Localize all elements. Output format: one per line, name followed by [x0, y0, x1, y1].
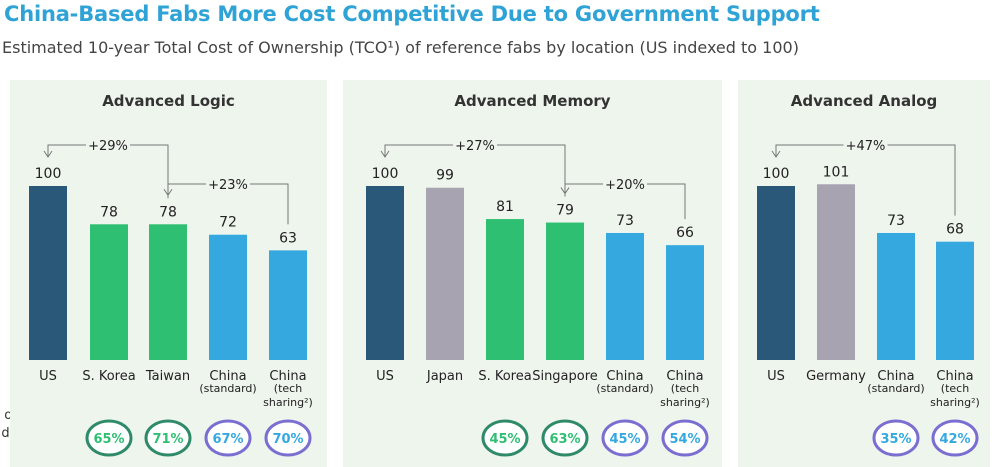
bar — [29, 186, 67, 360]
panel-title: Advanced Analog — [791, 92, 938, 110]
bar — [149, 224, 187, 360]
arrow-head-icon — [380, 150, 390, 158]
bar — [666, 245, 704, 360]
data-label: 100 — [35, 166, 62, 182]
gap-share-circle — [931, 419, 979, 457]
data-label: 78 — [159, 204, 177, 220]
data-label: 63 — [279, 230, 297, 246]
gap-share-circle — [264, 419, 312, 457]
difference-label: +47% — [846, 139, 886, 154]
gap-share-circle — [481, 419, 529, 457]
category-label: S. Korea — [82, 369, 135, 384]
data-label: 73 — [616, 213, 634, 229]
gap-share-value: 67% — [212, 432, 243, 447]
panel-title: Advanced Memory — [454, 92, 610, 110]
category-label: (standard) — [867, 382, 924, 395]
gap-share-circle — [144, 419, 192, 457]
data-label: 68 — [946, 222, 964, 238]
category-label: China — [877, 369, 914, 384]
data-label: 79 — [556, 203, 574, 219]
data-label: 78 — [100, 204, 118, 220]
gap-share-value: 65% — [93, 432, 124, 447]
gap-share-value: 45% — [489, 432, 520, 447]
category-label: China — [936, 369, 973, 384]
bar — [426, 187, 464, 360]
category-label: Germany — [806, 369, 866, 384]
gap-share-value: 63% — [549, 432, 580, 447]
gap-share-circle — [541, 419, 589, 457]
difference-label: +29% — [88, 139, 128, 154]
category-label: China — [666, 369, 703, 384]
arrow-head-icon — [163, 189, 173, 197]
category-label: US — [767, 369, 785, 384]
gap-share-circle — [204, 419, 252, 457]
bar — [269, 250, 307, 360]
data-label: 100 — [372, 166, 399, 182]
arrow-head-icon — [560, 187, 570, 195]
bar — [817, 184, 855, 360]
data-label: 72 — [219, 215, 237, 231]
category-label: sharing²) — [930, 396, 980, 409]
bar — [366, 186, 404, 360]
category-label: China — [269, 369, 306, 384]
panel-title: Advanced Logic — [102, 92, 235, 110]
category-label: Japan — [426, 369, 463, 384]
gap-share-circle — [85, 419, 133, 457]
gap-share-circle — [872, 419, 920, 457]
category-label: (tech — [941, 382, 969, 395]
category-label: S. Korea — [478, 369, 531, 384]
category-label: Taiwan — [145, 369, 190, 384]
difference-label: +27% — [455, 139, 495, 154]
data-label: 66 — [676, 225, 694, 241]
category-label: Singapore — [532, 369, 598, 384]
data-label: 100 — [763, 166, 790, 182]
category-label: US — [376, 369, 394, 384]
annotation-bg — [86, 135, 130, 153]
data-label: 81 — [496, 199, 514, 215]
category-label: sharing²) — [660, 396, 710, 409]
category-label: (standard) — [199, 382, 256, 395]
bar — [209, 234, 247, 360]
arrow-head-icon — [43, 150, 53, 158]
data-label: 73 — [887, 213, 905, 229]
page-subtitle: Estimated 10-year Total Cost of Ownershi… — [2, 38, 799, 57]
annotation-bg — [453, 135, 497, 153]
annotation-bg — [603, 174, 647, 192]
data-label: 101 — [823, 164, 850, 180]
annotation-bg — [843, 135, 888, 153]
arrow-head-icon — [771, 150, 781, 158]
category-label: sharing²) — [263, 396, 313, 409]
bar — [606, 232, 644, 360]
annotation-bg — [206, 174, 250, 192]
bar — [936, 241, 974, 360]
bar — [546, 222, 584, 360]
gap-share-circle — [661, 419, 709, 457]
category-label: US — [39, 369, 57, 384]
category-label: (standard) — [596, 382, 653, 395]
bar — [90, 224, 128, 360]
category-label: China — [606, 369, 643, 384]
category-label: (tech — [671, 382, 699, 395]
gap-share-value: 70% — [272, 432, 303, 447]
gap-share-circle — [601, 419, 649, 457]
difference-label: +20% — [605, 178, 645, 193]
gap-share-value: 71% — [152, 432, 183, 447]
gap-share-value: 35% — [880, 432, 911, 447]
gap-share-value: 42% — [939, 432, 970, 447]
bar — [486, 219, 524, 360]
bar — [757, 186, 795, 360]
page-title: China-Based Fabs More Cost Competitive D… — [4, 2, 820, 26]
category-label: China — [209, 369, 246, 384]
category-label: (tech — [274, 382, 302, 395]
gap-share-value: 54% — [669, 432, 700, 447]
data-label: 99 — [436, 168, 454, 184]
bar — [877, 232, 915, 360]
gap-share-value: 45% — [609, 432, 640, 447]
difference-label: +23% — [208, 178, 248, 193]
